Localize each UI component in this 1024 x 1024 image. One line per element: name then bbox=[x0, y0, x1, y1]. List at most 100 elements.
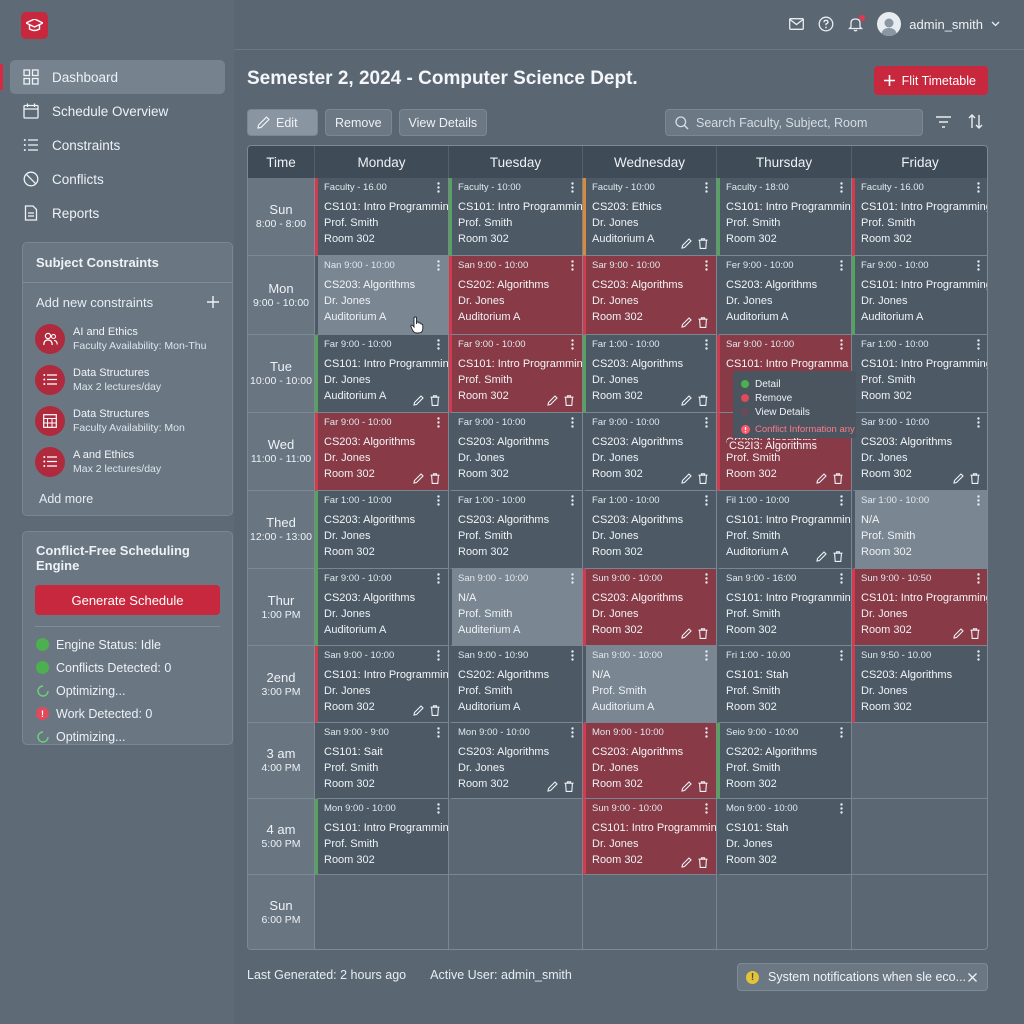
help-icon[interactable] bbox=[818, 16, 834, 32]
class-card[interactable]: Sun 9:00 - 10:00 CS101: Intro Programming… bbox=[583, 799, 717, 875]
kebab-menu-icon[interactable] bbox=[977, 417, 980, 428]
kebab-menu-icon[interactable] bbox=[571, 260, 574, 271]
kebab-menu-icon[interactable] bbox=[840, 495, 843, 506]
fit-timetable-button[interactable]: Flit Timetable bbox=[873, 66, 988, 95]
class-card[interactable]: Fer 9:00 - 10:00 CS203: Algorithms Dr. Jon… bbox=[717, 256, 852, 335]
sidebar-item-schedule-overview[interactable]: Schedule Overview bbox=[10, 94, 225, 128]
edit-button[interactable]: Edit bbox=[247, 109, 318, 136]
class-card[interactable]: Faculty - 16.00 CS101: Intro Programming P… bbox=[852, 178, 987, 256]
class-card[interactable]: Far 9:00 - 10:00 CS101: Intro Programming… bbox=[315, 335, 449, 413]
class-card[interactable]: Far 9:00 - 10:00 CS203: Algorithms Dr. Jon… bbox=[315, 413, 449, 491]
edit-icon[interactable] bbox=[681, 781, 692, 792]
kebab-menu-icon[interactable] bbox=[705, 260, 708, 271]
app-logo-icon[interactable] bbox=[21, 12, 48, 39]
class-card[interactable]: San 9:00 - 10:00 CS101: Intro Programming… bbox=[315, 646, 449, 723]
edit-icon[interactable] bbox=[413, 395, 424, 406]
edit-icon[interactable] bbox=[816, 473, 827, 484]
kebab-menu-icon[interactable] bbox=[571, 650, 574, 661]
kebab-menu-icon[interactable] bbox=[437, 260, 440, 271]
trash-icon[interactable] bbox=[430, 705, 440, 716]
constraint-item[interactable]: Data Structures Max 2 lectures/day bbox=[23, 359, 232, 400]
edit-icon[interactable] bbox=[681, 628, 692, 639]
close-icon[interactable] bbox=[968, 972, 977, 982]
class-card[interactable]: Sun 9:50 - 10.00 CS203: Algorithms Dr. Jon… bbox=[852, 646, 987, 723]
class-card[interactable]: Far 1:00 - 10:00 CS203: Algorithms Prof. S… bbox=[449, 491, 583, 569]
class-card[interactable]: Faculty - 10:00 CS203: Ethics Dr. Jones Aud… bbox=[583, 178, 717, 256]
class-card[interactable]: Far 1:00 - 10:00 CS203: Algorithms Dr. Jon… bbox=[583, 491, 717, 569]
kebab-menu-icon[interactable] bbox=[571, 339, 574, 350]
trash-icon[interactable] bbox=[564, 781, 574, 792]
kebab-menu-icon[interactable] bbox=[840, 803, 843, 814]
edit-icon[interactable] bbox=[681, 857, 692, 868]
kebab-menu-icon[interactable] bbox=[437, 727, 440, 738]
class-card[interactable]: Far 9:00 - 10:00 CS203: Algorithms Dr. Jon… bbox=[449, 413, 583, 491]
class-card[interactable]: San 9:00 - 16:00 CS101: Intro Programming… bbox=[717, 569, 852, 646]
sidebar-item-reports[interactable]: Reports bbox=[10, 196, 225, 230]
kebab-menu-icon[interactable] bbox=[571, 495, 574, 506]
class-card[interactable]: Far 9:00 - 10:00 CS101: Intro Programming… bbox=[449, 335, 583, 413]
add-more-link[interactable]: Add more bbox=[39, 492, 94, 506]
kebab-menu-icon[interactable] bbox=[437, 803, 440, 814]
kebab-menu-icon[interactable] bbox=[705, 727, 708, 738]
class-card[interactable]: Sun 9:00 - 10:50 CS101: Intro Programming… bbox=[852, 569, 987, 646]
notification-bell-icon[interactable] bbox=[848, 15, 866, 32]
kebab-menu-icon[interactable] bbox=[977, 260, 980, 271]
class-card[interactable]: Mon 9:00 - 10:00 CS203: Algorithms Dr. Jon… bbox=[583, 723, 717, 799]
trash-icon[interactable] bbox=[430, 395, 440, 406]
username[interactable]: admin_smith bbox=[909, 16, 983, 32]
kebab-menu-icon[interactable] bbox=[840, 260, 843, 271]
class-card[interactable]: Far 9:00 - 10:00 CS203: Algorithms Dr. Jon… bbox=[583, 413, 717, 491]
kebab-menu-icon[interactable] bbox=[840, 339, 843, 350]
context-menu-item[interactable]: Remove bbox=[741, 391, 848, 405]
class-card[interactable]: Far 9:00 - 10:00 CS101: Intro Programming… bbox=[852, 256, 987, 335]
kebab-menu-icon[interactable] bbox=[705, 495, 708, 506]
sidebar-item-conflicts[interactable]: Conflicts bbox=[10, 162, 225, 196]
class-card[interactable]: San 9:00 - 10:00 N/A Prof. Smith Auditorium… bbox=[583, 646, 717, 723]
kebab-menu-icon[interactable] bbox=[705, 339, 708, 350]
kebab-menu-icon[interactable] bbox=[705, 650, 708, 661]
context-menu-item[interactable]: View Details bbox=[741, 405, 848, 419]
class-card[interactable]: Mon 9:00 - 10:00 CS101: Intro Programming… bbox=[315, 799, 449, 875]
constraint-item[interactable]: Data Structures Faculty Availability: Mon bbox=[23, 400, 232, 441]
trash-icon[interactable] bbox=[698, 857, 708, 868]
kebab-menu-icon[interactable] bbox=[705, 803, 708, 814]
edit-icon[interactable] bbox=[816, 551, 827, 562]
trash-icon[interactable] bbox=[698, 781, 708, 792]
kebab-menu-icon[interactable] bbox=[437, 339, 440, 350]
edit-icon[interactable] bbox=[681, 317, 692, 328]
constraint-item[interactable]: AI and Ethics Faculty Availability: Mon-T… bbox=[23, 318, 232, 359]
kebab-menu-icon[interactable] bbox=[705, 182, 708, 193]
trash-icon[interactable] bbox=[970, 628, 980, 639]
class-card[interactable]: San 9:00 - 9:00 CS101: Sait Prof. Smith Roo… bbox=[315, 723, 449, 799]
kebab-menu-icon[interactable] bbox=[977, 650, 980, 661]
class-card[interactable]: Far 9:00 - 10:00 CS203: Algorithms Dr. Jon… bbox=[315, 569, 449, 646]
sidebar-item-constraints[interactable]: Constraints bbox=[10, 128, 225, 162]
edit-icon[interactable] bbox=[547, 781, 558, 792]
class-card[interactable]: San 9:00 - 10:90 CS202: Algorithms Prof. S… bbox=[449, 646, 583, 723]
trash-icon[interactable] bbox=[564, 395, 574, 406]
kebab-menu-icon[interactable] bbox=[840, 182, 843, 193]
kebab-menu-icon[interactable] bbox=[571, 417, 574, 428]
class-card[interactable]: Seio 9:00 - 10:00 CS202: Algorithms Prof. … bbox=[717, 723, 852, 799]
kebab-menu-icon[interactable] bbox=[705, 417, 708, 428]
edit-icon[interactable] bbox=[681, 395, 692, 406]
sidebar-item-dashboard[interactable]: Dashboard bbox=[0, 60, 225, 94]
trash-icon[interactable] bbox=[698, 473, 708, 484]
class-card[interactable]: Mon 9:00 - 10:00 CS101: Stah Dr. Jones Room… bbox=[717, 799, 852, 875]
mail-icon[interactable] bbox=[789, 18, 805, 30]
class-card[interactable]: Far 1:00 - 10:00 CS203: Algorithms Dr. Jon… bbox=[315, 491, 449, 569]
context-menu-item[interactable]: Detail bbox=[741, 377, 848, 391]
search-input[interactable]: Search Faculty, Subject, Room bbox=[665, 109, 923, 136]
trash-icon[interactable] bbox=[970, 473, 980, 484]
edit-icon[interactable] bbox=[547, 395, 558, 406]
class-card[interactable]: Fri 1:00 - 10.00 CS101: Stah Prof. Smith Ro… bbox=[717, 646, 852, 723]
edit-icon[interactable] bbox=[413, 473, 424, 484]
view-details-button[interactable]: View Details bbox=[398, 109, 488, 136]
kebab-menu-icon[interactable] bbox=[571, 573, 574, 584]
kebab-menu-icon[interactable] bbox=[840, 650, 843, 661]
edit-icon[interactable] bbox=[681, 473, 692, 484]
class-card[interactable]: Sar 9:00 - 10:00 CS203: Algorithms Dr. Jon… bbox=[583, 256, 717, 335]
kebab-menu-icon[interactable] bbox=[437, 650, 440, 661]
edit-icon[interactable] bbox=[953, 473, 964, 484]
class-card[interactable]: Nan 9:00 - 10:00 CS203: Algorithms Dr. Jon… bbox=[315, 256, 449, 335]
